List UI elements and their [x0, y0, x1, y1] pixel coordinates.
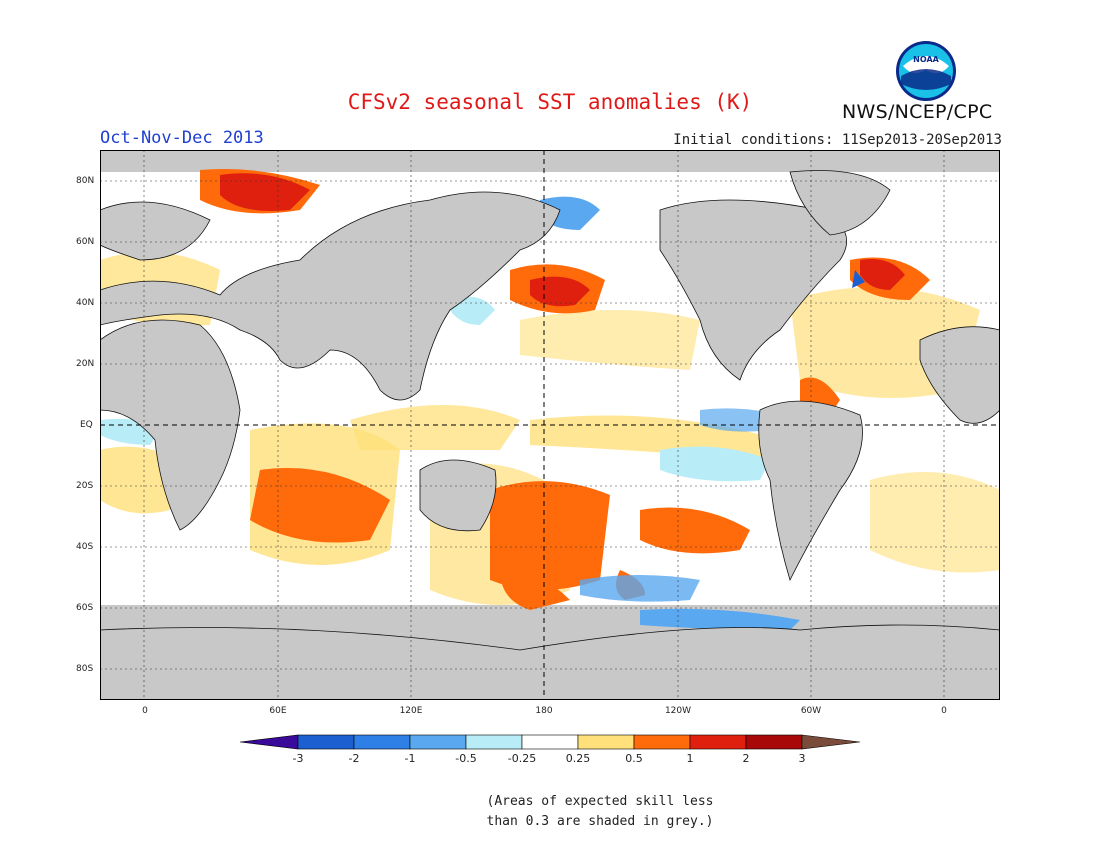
colorbar-tick-label: 0.5: [625, 752, 643, 765]
lon-label: 120W: [664, 706, 692, 716]
colorbar-segment: [409, 734, 467, 750]
colorbar-tick-label: -1: [404, 752, 416, 765]
lon-label: 0: [941, 706, 947, 716]
colorbar-segment: [353, 734, 411, 750]
lat-label: 20S: [76, 481, 94, 491]
agency-label: NWS/NCEP/CPC: [842, 101, 993, 123]
lon-label: 120E: [399, 706, 423, 716]
equator-dateline: [100, 150, 1000, 700]
lon-label: 60E: [269, 706, 287, 716]
colorbar-tick-label: 3: [798, 752, 806, 765]
lat-label: 60N: [76, 237, 95, 247]
colorbar-segment: [745, 734, 803, 750]
colorbar-tick-label: 2: [742, 752, 750, 765]
svg-text:NOAA: NOAA: [913, 55, 939, 64]
skill-note-line: than 0.3 are shaded in grey.): [486, 814, 714, 829]
colorbar-segment: [577, 734, 635, 750]
sst-anomaly-map: [100, 150, 1000, 700]
initial-conditions-label: Initial conditions: 11Sep2013-20Sep2013: [673, 132, 1002, 148]
lat-label: 80N: [76, 176, 95, 186]
lat-label: 60S: [76, 603, 94, 613]
lon-label: 180: [535, 706, 553, 716]
colorbar-segment: [689, 734, 747, 750]
skill-note: (Areas of expected skill less than 0.3 a…: [440, 792, 760, 832]
colorbar-segment: [633, 734, 691, 750]
colorbar-tick-label: 1: [686, 752, 694, 765]
colorbar-segment: [297, 734, 355, 750]
colorbar-tick-label: -2: [348, 752, 360, 765]
lon-label: 60W: [800, 706, 822, 716]
colorbar-tick-label: -0.5: [455, 752, 477, 765]
lon-label: 0: [142, 706, 148, 716]
season-label: Oct-Nov-Dec 2013: [100, 128, 264, 148]
colorbar-segment: [240, 734, 299, 750]
low-skill-north-band: [100, 150, 1000, 172]
lat-label: 80S: [76, 664, 94, 674]
colorbar-tick-label: -3: [292, 752, 304, 765]
skill-note-line: (Areas of expected skill less: [486, 794, 714, 809]
colorbar-segment: [465, 734, 523, 750]
colorbar-tick-label: 0.25: [565, 752, 591, 765]
lat-label: 20N: [76, 359, 95, 369]
noaa-logo: NOAA: [896, 41, 956, 101]
chart-title: CFSv2 seasonal SST anomalies (K): [347, 90, 753, 114]
colorbar-segment: [801, 734, 860, 750]
colorbar: [240, 734, 860, 750]
colorbar-tick-label: -0.25: [507, 752, 537, 765]
lat-label: 40S: [76, 542, 94, 552]
colorbar-segment: [521, 734, 579, 750]
land-masses: [100, 170, 1000, 700]
lat-label: EQ: [80, 420, 93, 430]
lat-label: 40N: [76, 298, 95, 308]
